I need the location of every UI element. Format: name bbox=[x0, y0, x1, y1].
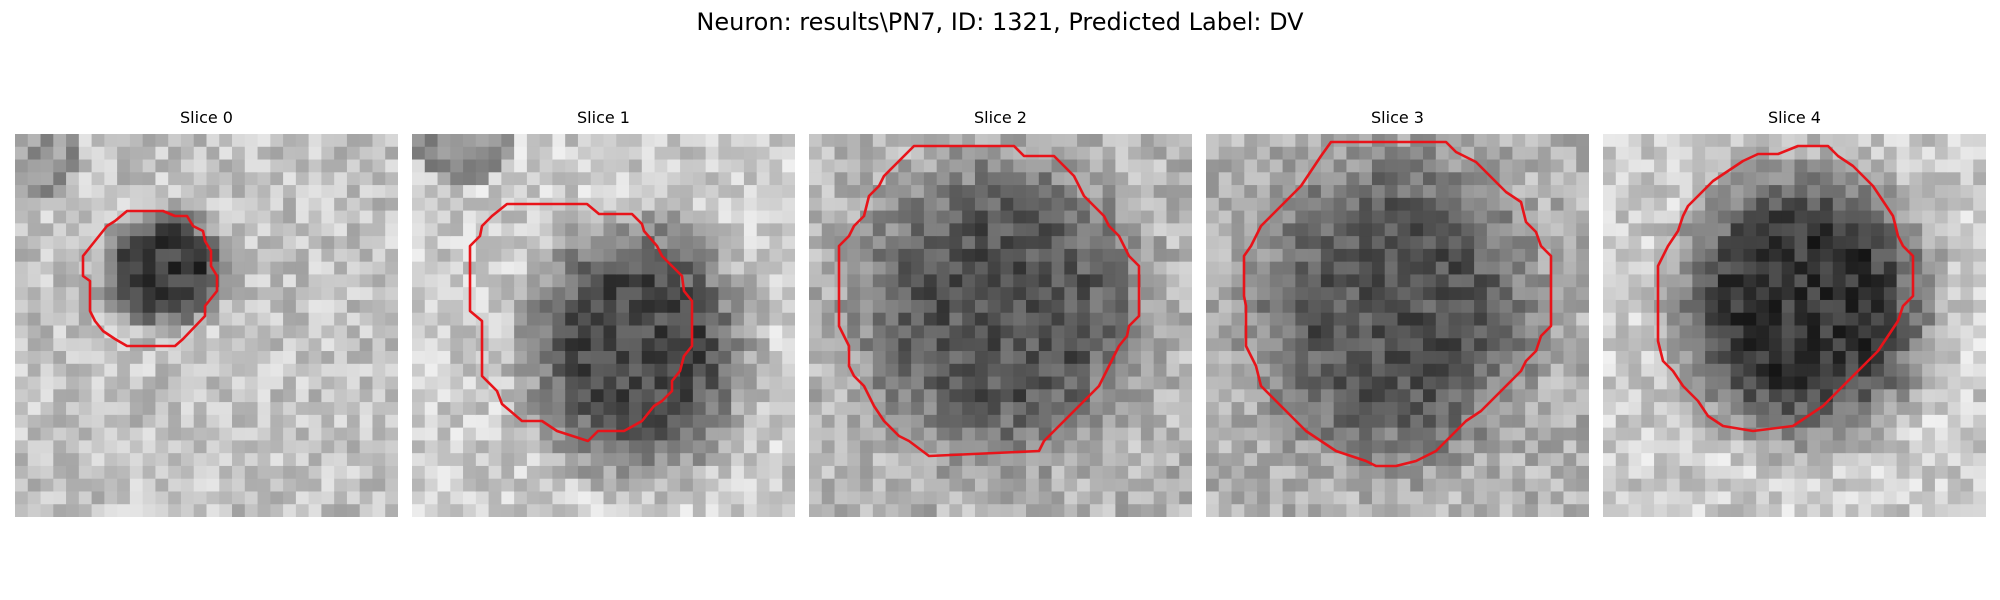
contour-outline bbox=[837, 144, 1141, 458]
slice-image-1 bbox=[412, 134, 795, 517]
contour-outline bbox=[1242, 140, 1553, 468]
slice-image-4 bbox=[1603, 134, 1986, 517]
slice-title-3: Slice 3 bbox=[1371, 108, 1424, 127]
slice-title-0: Slice 0 bbox=[180, 108, 233, 127]
slice-image-3 bbox=[1206, 134, 1589, 517]
slice-image-2 bbox=[809, 134, 1192, 517]
contour-outline bbox=[1656, 144, 1915, 433]
slice-title-4: Slice 4 bbox=[1768, 108, 1821, 127]
contour-outline bbox=[81, 209, 219, 348]
slice-title-2: Slice 2 bbox=[974, 108, 1027, 127]
slice-title-1: Slice 1 bbox=[577, 108, 630, 127]
contour-outline bbox=[468, 202, 694, 443]
slice-image-0 bbox=[15, 134, 398, 517]
figure-title: Neuron: results\PN7, ID: 1321, Predicted… bbox=[696, 8, 1304, 36]
